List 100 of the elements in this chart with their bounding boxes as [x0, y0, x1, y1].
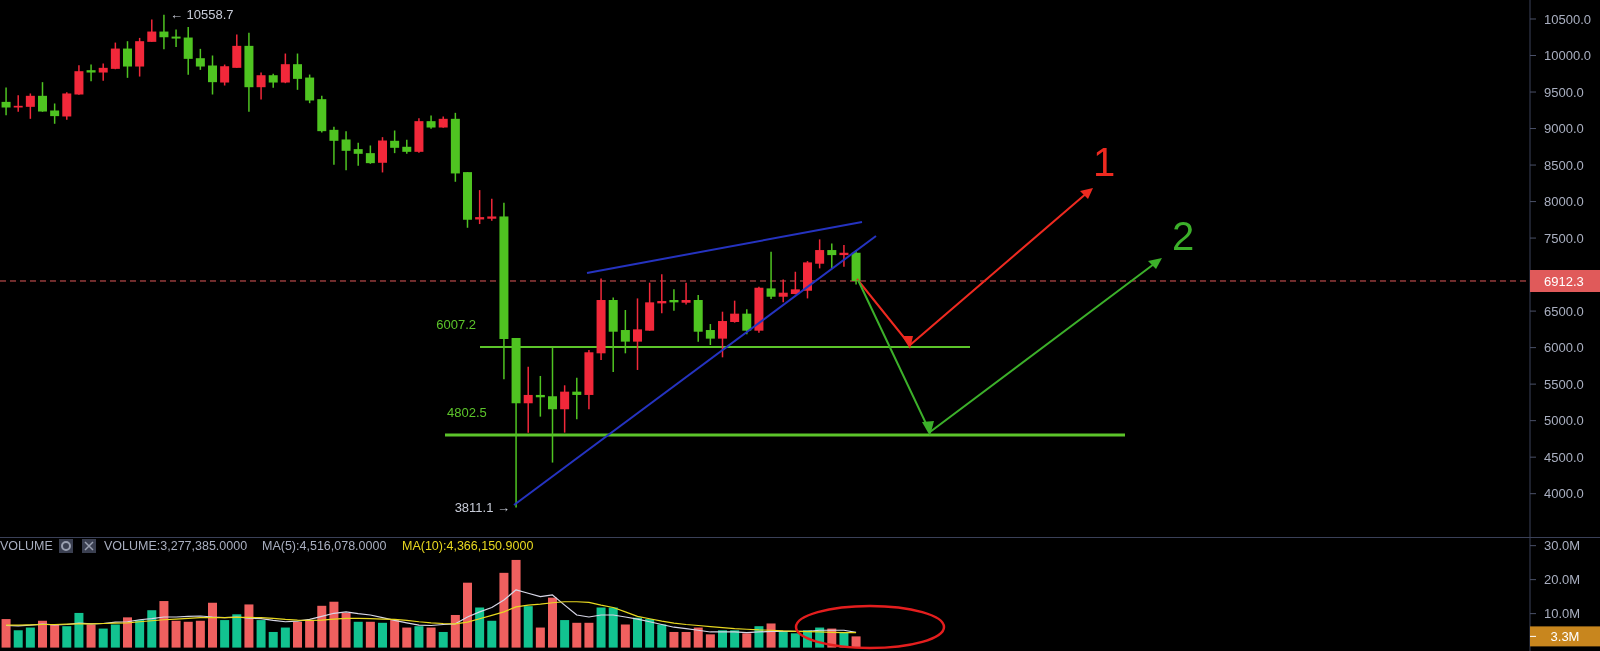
bar — [195, 620, 205, 648]
candlestick — [742, 308, 752, 336]
bar — [584, 622, 594, 648]
candlestick — [208, 54, 217, 96]
bar — [365, 621, 375, 648]
candlestick — [548, 346, 557, 464]
candlestick — [560, 384, 570, 434]
candlestick — [293, 52, 302, 91]
bar — [62, 626, 72, 648]
bar — [110, 624, 120, 648]
bar — [390, 620, 400, 648]
bar — [220, 620, 230, 648]
y-tick-label: 8500.0 — [1544, 157, 1584, 173]
bar — [317, 605, 327, 648]
candlestick — [487, 198, 497, 222]
bar — [426, 627, 436, 648]
candlestick — [50, 102, 60, 125]
bar — [378, 622, 387, 648]
bar — [1, 619, 11, 648]
bar — [548, 597, 557, 648]
y-tick-label: 6500.0 — [1544, 303, 1584, 319]
candlestick — [815, 238, 825, 270]
bar — [608, 607, 618, 648]
bar — [208, 602, 217, 648]
bar — [669, 631, 679, 648]
candlestick — [280, 52, 290, 84]
bar — [620, 624, 630, 648]
candlestick — [1, 86, 11, 116]
candlestick — [523, 365, 533, 434]
candlestick — [147, 18, 157, 43]
annotation: ← 10558.7 — [169, 7, 234, 23]
y-tick-label: 30.0M — [1544, 538, 1581, 554]
candlestick — [365, 144, 375, 165]
bar — [657, 624, 667, 648]
annotation: MA(10):4,366,150.9000 — [402, 539, 534, 554]
annotation: 2 — [1171, 214, 1195, 258]
bar — [596, 607, 606, 648]
y-tick-label: 6000.0 — [1544, 340, 1584, 356]
bar — [38, 620, 47, 648]
bar — [256, 620, 266, 648]
candlestick — [353, 142, 363, 167]
bar — [341, 612, 351, 648]
bar — [645, 619, 655, 648]
bar — [560, 620, 570, 648]
bar — [511, 559, 521, 648]
y-tick-label: 10000.0 — [1544, 48, 1591, 64]
annotation: VOLUME:3,277,385.0000 — [104, 539, 248, 554]
bar — [572, 622, 582, 648]
bar — [353, 621, 363, 648]
bar — [98, 628, 108, 648]
candlestick — [305, 73, 315, 104]
bar — [244, 604, 254, 648]
y-tick-label: 4500.0 — [1544, 449, 1584, 465]
candlestick — [74, 64, 84, 96]
bar — [633, 617, 642, 648]
candlestick — [572, 376, 582, 421]
y-tick-label: 4000.0 — [1544, 486, 1584, 502]
bar — [147, 610, 157, 648]
bar — [50, 624, 60, 648]
line-series — [5, 601, 857, 634]
bar — [329, 601, 339, 648]
bar — [705, 634, 715, 648]
bar — [280, 627, 290, 648]
bar — [183, 621, 193, 648]
candlestick — [390, 129, 400, 154]
bar — [463, 582, 472, 648]
bar — [171, 620, 181, 648]
bar — [13, 630, 23, 648]
bar — [414, 626, 424, 648]
candlestick — [171, 28, 181, 48]
annotation: 1 — [1092, 140, 1116, 184]
candlestick — [620, 309, 630, 355]
y-tick-label: 8000.0 — [1544, 194, 1584, 210]
candlestick — [341, 130, 351, 171]
candlestick — [98, 62, 108, 82]
candlestick — [705, 323, 715, 346]
candlestick — [378, 136, 387, 174]
bar — [268, 631, 278, 648]
bar — [475, 607, 485, 648]
bar — [402, 627, 412, 648]
candlestick — [827, 242, 837, 270]
candlestick — [766, 250, 776, 300]
candlestick — [681, 281, 691, 306]
bar — [742, 633, 752, 648]
bar — [487, 620, 497, 648]
bar — [693, 627, 703, 648]
ref-line-label: 4802.5 — [447, 405, 487, 421]
y-tick-label: 7500.0 — [1544, 230, 1584, 246]
y-tick-label: 10500.0 — [1544, 11, 1591, 27]
candlestick — [329, 126, 339, 166]
candlestick — [25, 92, 35, 120]
y-tick-label: 10.0M — [1544, 606, 1581, 622]
y-tick-label: 5500.0 — [1544, 376, 1584, 392]
annotation: MA(5):4,516,078.0000 — [262, 539, 387, 554]
bar — [25, 627, 35, 648]
ref-line-label: 6007.2 — [436, 317, 476, 333]
bar — [159, 601, 169, 648]
bar — [499, 572, 509, 648]
bar — [305, 620, 315, 648]
bar — [123, 617, 132, 648]
